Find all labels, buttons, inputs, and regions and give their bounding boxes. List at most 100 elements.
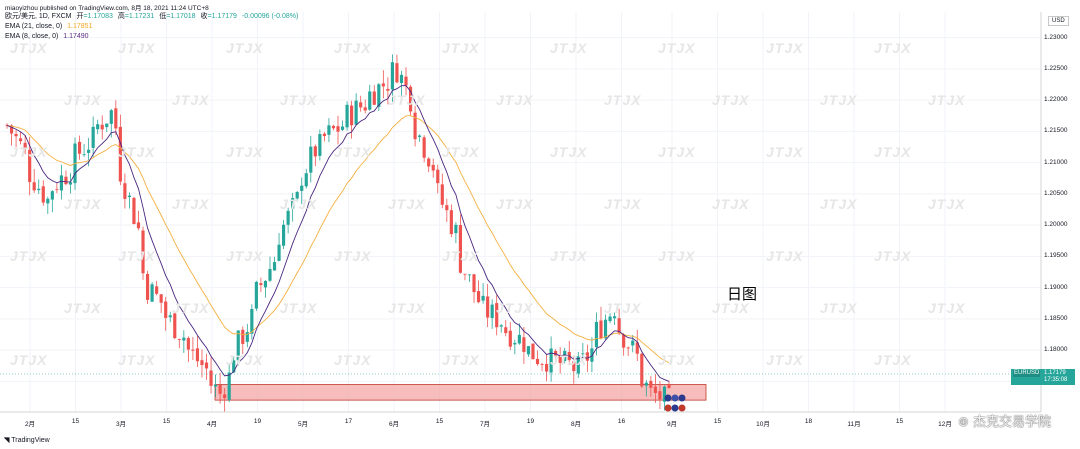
candle-body[interactable]	[422, 137, 426, 158]
candle-body[interactable]	[454, 224, 458, 234]
candle-body[interactable]	[472, 274, 476, 293]
candle-body[interactable]	[28, 149, 32, 182]
candle-body[interactable]	[653, 386, 657, 394]
candle-body[interactable]	[136, 222, 141, 229]
candle-body[interactable]	[268, 269, 272, 281]
candle-body[interactable]	[9, 125, 14, 134]
candle-body[interactable]	[105, 123, 109, 128]
candle-body[interactable]	[440, 184, 444, 205]
candle-body[interactable]	[96, 124, 100, 130]
candle-body[interactable]	[254, 281, 258, 309]
candle-body[interactable]	[331, 125, 336, 129]
candle-body[interactable]	[427, 158, 431, 167]
candle-body[interactable]	[200, 360, 204, 365]
candle-body[interactable]	[613, 316, 617, 319]
candle-body[interactable]	[150, 284, 154, 302]
candle-body[interactable]	[504, 327, 508, 334]
support-zone-rect[interactable]	[214, 384, 707, 401]
candle-body[interactable]	[526, 346, 531, 355]
candle-body[interactable]	[282, 224, 286, 246]
candle-body[interactable]	[499, 325, 503, 327]
candle-body[interactable]	[322, 133, 326, 137]
candle-body[interactable]	[463, 273, 467, 275]
candle-body[interactable]	[517, 334, 521, 344]
candle-body[interactable]	[295, 192, 299, 199]
candle-body[interactable]	[236, 330, 240, 361]
candle-body[interactable]	[141, 230, 145, 274]
candle-body[interactable]	[522, 337, 526, 352]
candle-body[interactable]	[549, 348, 553, 373]
candle-body[interactable]	[82, 154, 86, 156]
candle-body[interactable]	[182, 337, 186, 341]
candle-body[interactable]	[531, 343, 535, 360]
candle-body[interactable]	[191, 349, 195, 351]
candle-body[interactable]	[232, 360, 236, 373]
candle-body[interactable]	[77, 141, 82, 154]
candle-body[interactable]	[291, 198, 295, 209]
candle-body[interactable]	[23, 142, 27, 148]
candle-body[interactable]	[55, 189, 59, 191]
candle-body[interactable]	[223, 394, 227, 399]
candle-body[interactable]	[418, 135, 422, 137]
ema21-line[interactable]	[6, 115, 670, 364]
candle-body[interactable]	[336, 126, 340, 132]
candle-body[interactable]	[259, 283, 263, 286]
candle-body[interactable]	[667, 384, 671, 388]
candle-body[interactable]	[481, 295, 485, 301]
candle-body[interactable]	[350, 105, 354, 126]
currency-label[interactable]: USD	[1048, 16, 1069, 26]
candle-body[interactable]	[594, 321, 599, 348]
candle-body[interactable]	[386, 88, 390, 91]
candle-body[interactable]	[300, 185, 304, 191]
candle-body[interactable]	[599, 320, 603, 338]
candle-body[interactable]	[173, 313, 177, 339]
candle-body[interactable]	[377, 84, 381, 107]
candle-body[interactable]	[413, 112, 417, 140]
candle-body[interactable]	[622, 334, 626, 348]
candle-body[interactable]	[304, 173, 308, 187]
candle-body[interactable]	[513, 342, 517, 345]
candle-body[interactable]	[445, 205, 449, 211]
candle-body[interactable]	[87, 149, 91, 153]
candle-body[interactable]	[631, 340, 635, 346]
candle-body[interactable]	[345, 104, 349, 128]
candle-body[interactable]	[164, 301, 168, 318]
candle-body[interactable]	[177, 339, 181, 340]
candle-body[interactable]	[408, 86, 413, 112]
candle-body[interactable]	[318, 134, 322, 156]
candle-body[interactable]	[340, 126, 345, 130]
candle-body[interactable]	[309, 146, 313, 173]
candle-body[interactable]	[19, 138, 23, 142]
candle-body[interactable]	[644, 382, 648, 386]
candle-body[interactable]	[354, 100, 358, 125]
candle-body[interactable]	[608, 316, 612, 321]
candle-body[interactable]	[544, 363, 549, 372]
candle-body[interactable]	[572, 361, 576, 372]
candle-body[interactable]	[368, 91, 372, 110]
candle-body[interactable]	[272, 262, 277, 271]
candle-body[interactable]	[581, 353, 585, 355]
candle-body[interactable]	[218, 385, 222, 394]
candle-body[interactable]	[168, 315, 172, 318]
candle-body[interactable]	[617, 318, 621, 333]
candle-body[interactable]	[127, 195, 132, 198]
candle-body[interactable]	[32, 182, 36, 191]
candle-body[interactable]	[603, 319, 608, 339]
candle-body[interactable]	[467, 274, 472, 276]
candle-body[interactable]	[109, 110, 113, 124]
candle-body[interactable]	[458, 225, 463, 273]
candle-body[interactable]	[535, 358, 540, 365]
symbol-name[interactable]: 欧元/美元, 1D, FXCM	[5, 13, 72, 20]
candle-body[interactable]	[649, 380, 653, 388]
candle-body[interactable]	[390, 62, 394, 90]
candle-body[interactable]	[41, 186, 45, 203]
candle-body[interactable]	[50, 191, 54, 200]
candle-body[interactable]	[277, 244, 281, 261]
candle-body[interactable]	[436, 169, 440, 184]
candle-body[interactable]	[363, 107, 367, 111]
tradingview-logo[interactable]: ◥ TradingView	[4, 436, 50, 444]
candle-body[interactable]	[245, 332, 249, 342]
candle-body[interactable]	[640, 353, 644, 387]
candle-body[interactable]	[132, 197, 136, 225]
